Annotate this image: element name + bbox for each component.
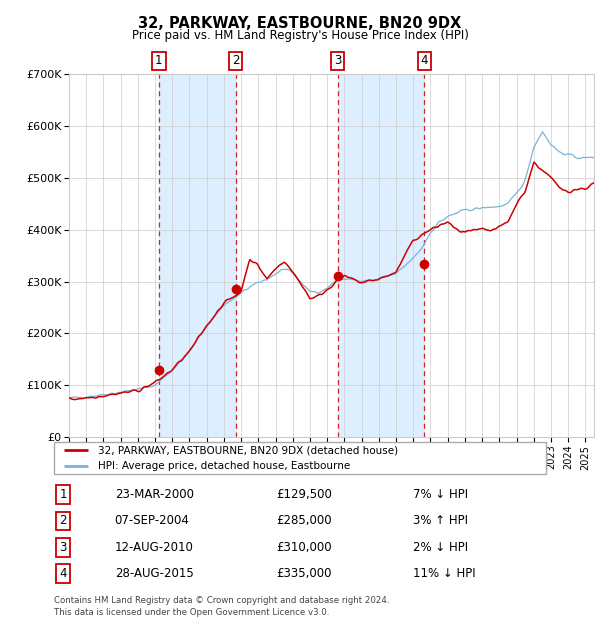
Text: £285,000: £285,000: [276, 515, 331, 528]
Text: Contains HM Land Registry data © Crown copyright and database right 2024.: Contains HM Land Registry data © Crown c…: [54, 596, 389, 606]
Bar: [159, 74, 236, 437]
Text: This data is licensed under the Open Government Licence v3.0.: This data is licensed under the Open Gov…: [54, 608, 329, 617]
Text: 23-MAR-2000: 23-MAR-2000: [115, 488, 194, 501]
Text: 1: 1: [59, 488, 67, 501]
Text: 2% ↓ HPI: 2% ↓ HPI: [413, 541, 468, 554]
Text: 12-AUG-2010: 12-AUG-2010: [115, 541, 194, 554]
Text: 4: 4: [59, 567, 67, 580]
Text: 3: 3: [59, 541, 67, 554]
Text: 7% ↓ HPI: 7% ↓ HPI: [413, 488, 468, 501]
Bar: [338, 74, 424, 437]
Text: 11% ↓ HPI: 11% ↓ HPI: [413, 567, 476, 580]
Text: £310,000: £310,000: [276, 541, 331, 554]
Text: 28-AUG-2015: 28-AUG-2015: [115, 567, 193, 580]
Bar: [586, 74, 600, 437]
FancyBboxPatch shape: [54, 442, 546, 474]
Text: £335,000: £335,000: [276, 567, 331, 580]
Text: 3: 3: [334, 55, 341, 68]
Text: 32, PARKWAY, EASTBOURNE, BN20 9DX: 32, PARKWAY, EASTBOURNE, BN20 9DX: [139, 16, 461, 30]
Text: HPI: Average price, detached house, Eastbourne: HPI: Average price, detached house, East…: [98, 461, 350, 471]
Text: 32, PARKWAY, EASTBOURNE, BN20 9DX (detached house): 32, PARKWAY, EASTBOURNE, BN20 9DX (detac…: [98, 445, 398, 455]
Text: 2: 2: [59, 515, 67, 528]
Text: 1: 1: [155, 55, 163, 68]
Text: 2: 2: [232, 55, 239, 68]
Text: 4: 4: [421, 55, 428, 68]
Text: £129,500: £129,500: [276, 488, 332, 501]
Text: 07-SEP-2004: 07-SEP-2004: [115, 515, 190, 528]
Text: Price paid vs. HM Land Registry's House Price Index (HPI): Price paid vs. HM Land Registry's House …: [131, 29, 469, 42]
Text: 3% ↑ HPI: 3% ↑ HPI: [413, 515, 468, 528]
